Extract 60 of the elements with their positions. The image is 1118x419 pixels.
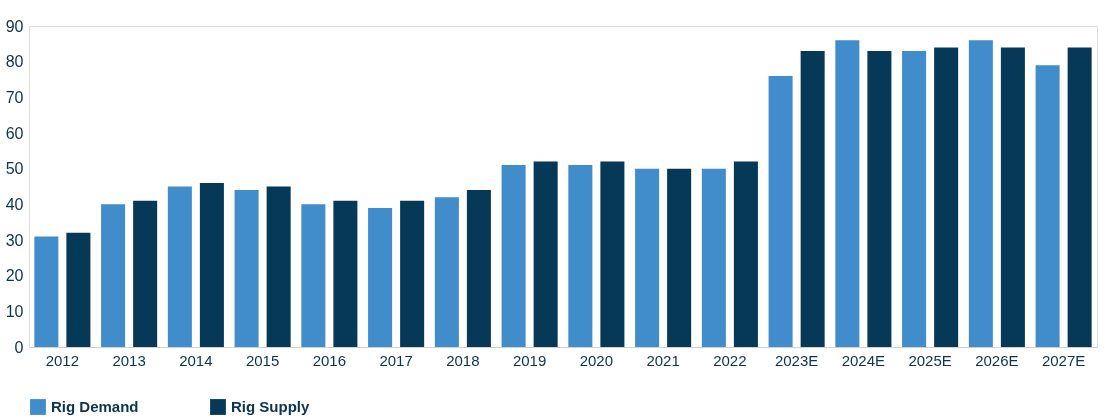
bar xyxy=(800,50,825,347)
x-tick-label: 2019 xyxy=(512,351,547,369)
x-tick-label: 2020 xyxy=(579,351,614,369)
bar xyxy=(466,190,491,347)
bar xyxy=(635,168,660,347)
y-tick-label: 90 xyxy=(5,17,24,35)
bar xyxy=(667,168,692,347)
bar xyxy=(400,200,425,347)
x-tick-label: 2025E xyxy=(908,351,952,369)
bar xyxy=(867,50,892,347)
x-tick-label: 2014 xyxy=(179,351,213,369)
y-tick-label: 80 xyxy=(5,53,24,71)
bar xyxy=(434,197,459,347)
legend-label: Rig Demand xyxy=(51,398,139,415)
y-tick-label: 20 xyxy=(5,267,24,285)
y-tick-label: 50 xyxy=(5,160,24,178)
bar xyxy=(199,182,224,347)
bar xyxy=(934,47,959,347)
bar xyxy=(333,200,358,347)
bar xyxy=(835,40,860,347)
bar xyxy=(167,186,192,347)
bar xyxy=(968,40,993,347)
x-tick-label: 2023E xyxy=(774,351,819,369)
bar xyxy=(501,165,526,347)
bar xyxy=(101,204,126,347)
bar xyxy=(1067,47,1092,347)
bar xyxy=(568,165,593,347)
x-tick-label: 2015 xyxy=(245,351,280,369)
y-tick-label: 0 xyxy=(14,338,24,356)
x-tick-label: 2022 xyxy=(713,351,747,369)
bar xyxy=(733,161,758,347)
bar xyxy=(34,236,59,347)
bar xyxy=(600,161,625,347)
y-tick-label: 30 xyxy=(5,231,24,249)
y-tick-label: 40 xyxy=(5,195,24,213)
bar xyxy=(701,168,726,347)
x-tick-label: 2016 xyxy=(312,351,347,369)
bar xyxy=(266,186,291,347)
bar xyxy=(133,200,158,347)
x-tick-label: 2026E xyxy=(975,351,1019,369)
x-tick-label: 2021 xyxy=(646,351,680,369)
y-tick-label: 60 xyxy=(5,124,24,142)
bar xyxy=(234,190,259,347)
bar xyxy=(768,75,793,347)
x-tick-label: 2017 xyxy=(379,351,413,369)
x-tick-label: 2013 xyxy=(112,351,146,369)
bar xyxy=(1035,65,1060,347)
bar xyxy=(368,207,393,347)
bar xyxy=(902,50,927,347)
legend-label: Rig Supply xyxy=(231,398,310,415)
bar xyxy=(533,161,558,347)
x-tick-label: 2018 xyxy=(446,351,480,369)
y-tick-label: 70 xyxy=(5,88,24,106)
y-tick-label: 10 xyxy=(5,302,24,320)
x-tick-label: 2027E xyxy=(1041,351,1086,369)
bar xyxy=(1000,47,1025,347)
x-tick-label: 2024E xyxy=(841,351,886,369)
bar xyxy=(301,204,326,347)
x-tick-label: 2012 xyxy=(45,351,80,369)
bar xyxy=(66,232,91,347)
